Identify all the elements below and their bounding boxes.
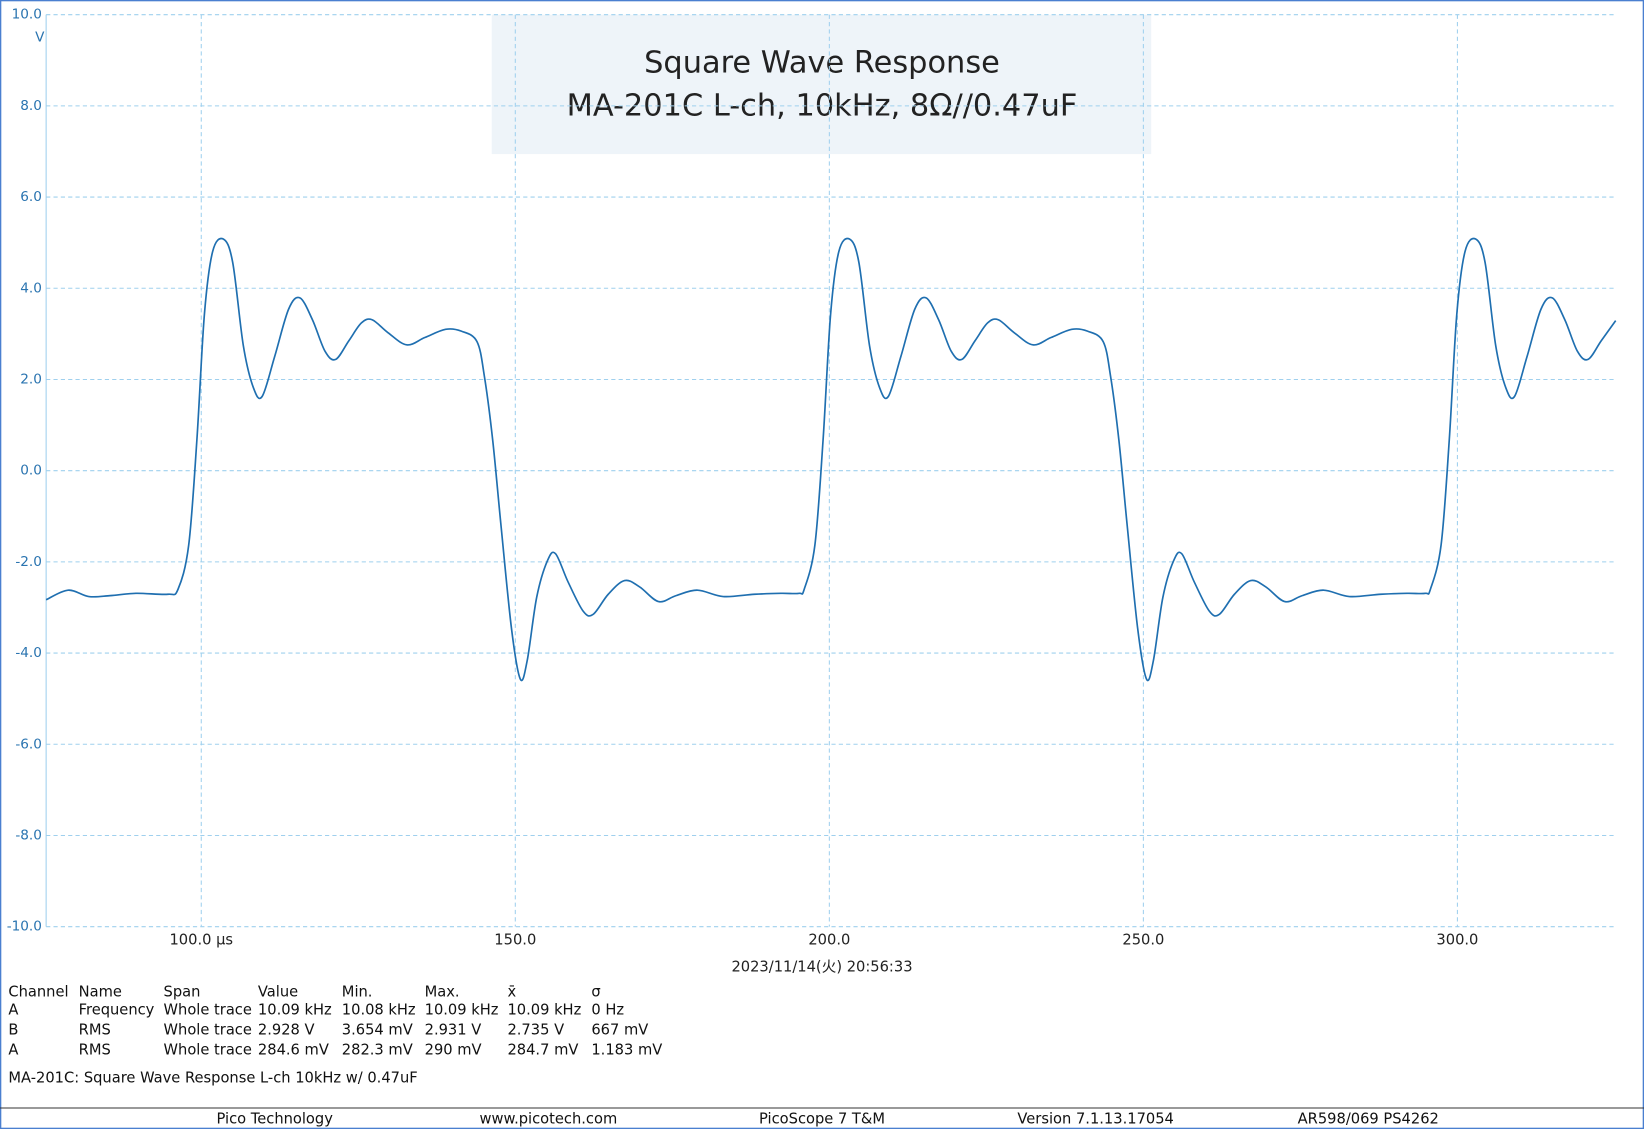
table-cell: A [8, 1041, 18, 1058]
table-cell: 2.931 V [425, 1021, 482, 1038]
x-tick-label: 100.0 µs [169, 931, 233, 948]
table-cell: 667 mV [591, 1021, 648, 1038]
table-cell: Whole trace [164, 1021, 252, 1038]
waveform [45, 237, 1617, 682]
x-tick-label: 150.0 [494, 931, 536, 948]
table-header: Value [258, 984, 298, 1001]
y-tick-label: -6.0 [15, 736, 42, 752]
table-cell: 284.6 mV [258, 1041, 329, 1058]
table-cell: 10.09 kHz [507, 1002, 581, 1019]
table-header: x̄ [507, 984, 516, 1001]
y-tick-label: 10.0 [12, 7, 42, 23]
table-cell: 2.735 V [507, 1021, 564, 1038]
table-cell: 2.928 V [258, 1021, 315, 1038]
footer-item: Version 7.1.13.17054 [1017, 1111, 1173, 1128]
y-unit: V [35, 30, 45, 46]
table-header: Min. [342, 984, 373, 1001]
footer-item: AR598/069 PS4262 [1298, 1111, 1439, 1128]
table-cell: A [8, 1002, 18, 1019]
table-cell: 0 Hz [591, 1002, 624, 1019]
table-header: σ [591, 984, 600, 1001]
table-header: Max. [425, 984, 460, 1001]
x-tick-label: 200.0 [808, 931, 850, 948]
table-cell: 282.3 mV [342, 1041, 413, 1058]
table-cell: 10.09 kHz [425, 1002, 499, 1019]
y-tick-label: 0.0 [20, 463, 42, 479]
x-label: 2023/11/14(火) 20:56:33 [731, 959, 912, 976]
table-cell: RMS [79, 1021, 111, 1038]
y-tick-label: -2.0 [15, 554, 42, 570]
table-cell: 290 mV [425, 1041, 482, 1058]
table-cell: RMS [79, 1041, 111, 1058]
table-cell: Whole trace [164, 1041, 252, 1058]
chart-title: Square Wave Response [644, 45, 1000, 80]
x-tick-label: 250.0 [1122, 931, 1164, 948]
footer-item: PicoScope 7 T&M [759, 1111, 885, 1128]
footer-item: Pico Technology [217, 1111, 334, 1128]
title-box [491, 14, 1152, 155]
table-cell: 284.7 mV [507, 1041, 578, 1058]
y-tick-label: 8.0 [20, 98, 42, 114]
table-cell: Whole trace [164, 1002, 252, 1019]
table-cell: 1.183 mV [591, 1041, 662, 1058]
table-cell: B [8, 1021, 18, 1038]
table-cell: 3.654 mV [342, 1021, 413, 1038]
table-cell: 10.09 kHz [258, 1002, 332, 1019]
table-cell: 10.08 kHz [342, 1002, 416, 1019]
y-tick-label: 6.0 [20, 189, 42, 205]
table-header: Name [79, 984, 122, 1001]
y-tick-label: -8.0 [15, 827, 42, 843]
y-tick-label: 2.0 [20, 371, 42, 387]
table-cell: Frequency [79, 1002, 155, 1019]
note: MA-201C: Square Wave Response L-ch 10kHz… [8, 1070, 417, 1087]
y-tick-label: -4.0 [15, 645, 42, 661]
footer-item: www.picotech.com [479, 1111, 617, 1128]
x-tick-label: 300.0 [1436, 931, 1478, 948]
table-header: Span [164, 984, 201, 1001]
y-tick-label: 4.0 [20, 280, 42, 296]
y-tick-label: -10.0 [7, 919, 42, 935]
table-header: Channel [8, 984, 68, 1001]
